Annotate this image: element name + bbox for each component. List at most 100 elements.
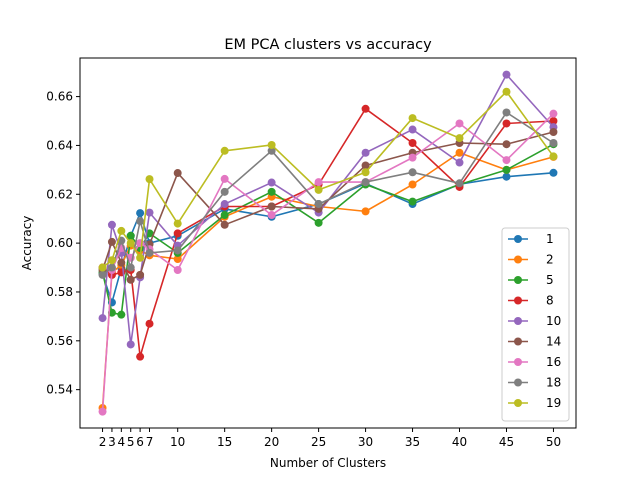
data-point — [98, 407, 107, 416]
data-point — [173, 265, 182, 274]
data-point — [267, 146, 276, 155]
y-tick-label: 0.58 — [46, 285, 73, 299]
legend-label: 16 — [546, 355, 561, 369]
data-point — [361, 207, 370, 216]
data-point — [173, 229, 182, 238]
data-point — [145, 208, 154, 217]
legend-label: 8 — [546, 294, 554, 308]
data-point — [408, 180, 417, 189]
legend-marker — [514, 337, 522, 346]
x-tick-label: 3 — [108, 435, 116, 449]
y-tick-label: 0.62 — [46, 187, 73, 201]
data-point — [549, 152, 558, 161]
data-point — [549, 117, 558, 126]
data-point — [107, 256, 116, 265]
legend-marker — [514, 317, 522, 325]
data-point — [267, 202, 276, 211]
data-point — [408, 153, 417, 162]
series-19 — [98, 87, 558, 272]
x-tick-label: 45 — [499, 435, 514, 449]
data-point — [455, 134, 464, 143]
data-point — [549, 168, 558, 177]
data-point — [314, 185, 323, 194]
data-point — [502, 156, 511, 165]
legend-marker — [514, 358, 522, 366]
data-point — [408, 114, 417, 123]
y-tick-label: 0.56 — [46, 334, 73, 348]
data-point — [173, 219, 182, 228]
series-layer — [98, 70, 558, 416]
data-point — [117, 226, 126, 235]
data-point — [314, 218, 323, 227]
y-tick-label: 0.66 — [46, 90, 73, 104]
legend-label: 14 — [546, 335, 561, 349]
legend-entry: 2 — [508, 253, 554, 267]
data-point — [267, 211, 276, 220]
data-point — [408, 138, 417, 147]
data-point — [145, 319, 154, 328]
data-point — [126, 340, 135, 349]
data-point — [455, 119, 464, 128]
legend-label: 19 — [546, 396, 561, 410]
y-tick-label: 0.54 — [46, 383, 73, 397]
data-point — [267, 140, 276, 149]
x-tick-label: 40 — [452, 435, 467, 449]
legend-label: 2 — [546, 253, 554, 267]
x-tick-label: 10 — [170, 435, 185, 449]
data-point — [136, 352, 145, 361]
data-point — [126, 239, 135, 248]
data-point — [361, 148, 370, 157]
data-point — [408, 125, 417, 134]
data-point — [136, 270, 145, 279]
legend-entry: 14 — [508, 335, 561, 349]
data-point — [220, 174, 229, 183]
data-point — [98, 263, 107, 272]
data-point — [455, 179, 464, 188]
legend-marker — [514, 378, 522, 387]
chart-title: EM PCA clusters vs accuracy — [224, 37, 432, 53]
data-point — [220, 187, 229, 196]
data-point — [107, 220, 116, 229]
data-point — [98, 314, 107, 323]
data-point — [117, 258, 126, 267]
data-point — [220, 146, 229, 155]
data-point — [314, 178, 323, 187]
data-point — [145, 248, 154, 257]
data-point — [502, 119, 511, 128]
x-tick-label: 25 — [311, 435, 326, 449]
data-point — [455, 158, 464, 167]
legend-label: 1 — [546, 232, 554, 246]
data-point — [361, 104, 370, 113]
legend-entry: 19 — [508, 396, 561, 410]
data-point — [502, 108, 511, 117]
x-tick-label: 2 — [99, 435, 107, 449]
data-point — [136, 217, 145, 226]
data-point — [107, 263, 116, 272]
data-point — [267, 187, 276, 196]
data-point — [408, 197, 417, 206]
legend-label: 10 — [546, 314, 561, 328]
data-point — [502, 140, 511, 149]
data-point — [408, 168, 417, 177]
legend-entry: 18 — [508, 376, 561, 390]
y-tick-label: 0.64 — [46, 138, 73, 152]
data-point — [549, 138, 558, 147]
y-axis: 0.54 0.56 0.58 0.60 0.62 0.64 0.66 — [46, 90, 80, 397]
data-point — [502, 165, 511, 174]
legend-entry: 1 — [508, 232, 554, 246]
legend-marker — [514, 296, 522, 305]
x-tick-label: 20 — [264, 435, 279, 449]
data-point — [361, 178, 370, 187]
data-point — [220, 211, 229, 220]
x-tick-label: 15 — [217, 435, 232, 449]
x-axis: 2 3 4 5 6 7 10 15 20 25 30 35 40 45 50 — [99, 428, 561, 449]
data-point — [267, 178, 276, 187]
data-point — [549, 109, 558, 118]
data-point — [107, 237, 116, 246]
data-point — [502, 87, 511, 96]
legend: 1 2 5 8 10 14 16 18 19 — [501, 227, 570, 422]
data-point — [126, 231, 135, 240]
data-point — [173, 254, 182, 263]
data-point — [502, 172, 511, 181]
